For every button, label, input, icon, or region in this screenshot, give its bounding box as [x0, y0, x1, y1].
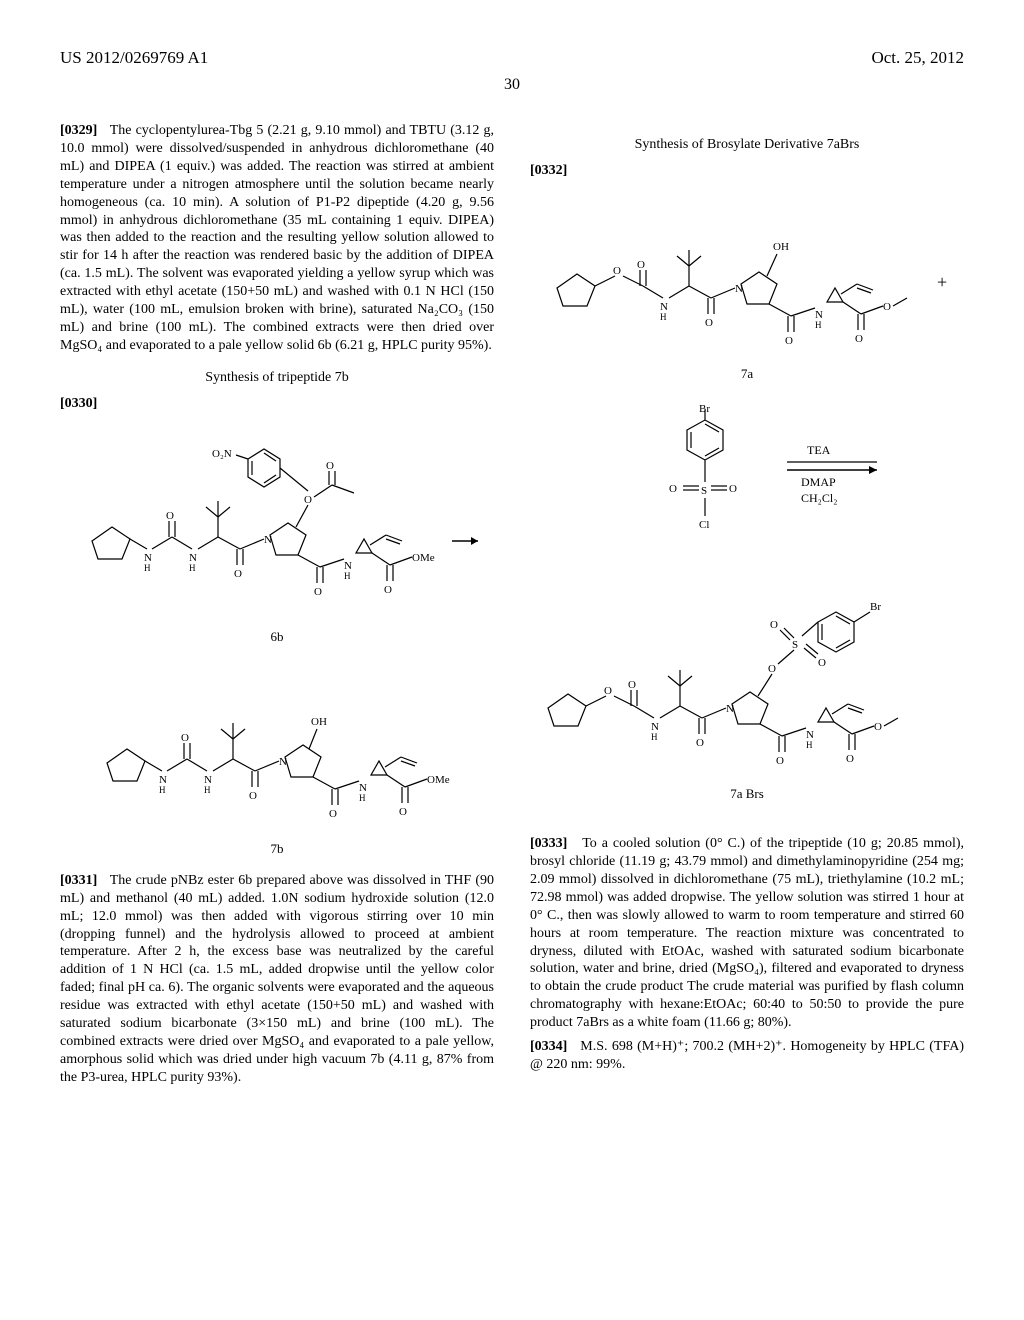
- label-7aBrs: 7a Brs: [530, 786, 964, 803]
- svg-text:O: O: [846, 753, 854, 765]
- para-text: To a cooled solution (0° C.) of the trip…: [530, 836, 964, 1030]
- svg-text:O: O: [855, 333, 863, 345]
- page-number: 30: [60, 76, 964, 94]
- label-6b: 6b: [60, 629, 494, 646]
- para-num: [0330]: [60, 396, 97, 411]
- paragraph-0331: [0331] The crude pNBz ester 6b prepared …: [60, 872, 494, 1087]
- brosyl-chloride-reagents: Br S O O Cl: [530, 390, 964, 560]
- svg-text:O: O: [785, 335, 793, 347]
- svg-text:H: H: [651, 732, 658, 742]
- paragraph-0330: [0330]: [60, 395, 494, 413]
- right-column: Synthesis of Brosylate Derivative 7aBrs …: [530, 122, 964, 1093]
- paragraph-0334: [0334] M.S. 698 (M+H)⁺; 700.2 (MH+2)⁺. H…: [530, 1038, 964, 1074]
- svg-text:H: H: [359, 793, 366, 803]
- svg-text:H: H: [815, 320, 822, 330]
- paragraph-0332: [0332]: [530, 162, 964, 180]
- para-text: The cyclopentylurea-Tbg 5 (2.21 g, 9.10 …: [60, 123, 494, 353]
- label-7a: 7a: [530, 366, 964, 383]
- reagent-dcm: CH₂Cl₂: [801, 491, 837, 505]
- chem-structure-7aBrs-svg: O O N H: [532, 568, 962, 778]
- chem-structure-7a-svg: O O N H: [537, 188, 957, 358]
- svg-text:H: H: [344, 571, 351, 581]
- svg-text:O: O: [637, 259, 645, 271]
- structure-7a: O O N H: [530, 188, 964, 358]
- svg-text:O: O: [604, 685, 612, 697]
- para-num: [0331]: [60, 873, 97, 888]
- paragraph-0333: [0333] To a cooled solution (0° C.) of t…: [530, 835, 964, 1032]
- svg-text:OH: OH: [773, 241, 789, 253]
- chem-structure-6b-svg: N H O N H: [72, 421, 482, 621]
- svg-text:O: O: [874, 721, 882, 733]
- patent-page: US 2012/0269769 A1 Oct. 25, 2012 30 [032…: [0, 0, 1024, 1320]
- svg-text:O: O: [234, 568, 242, 580]
- plus-sign: +: [937, 272, 947, 292]
- svg-text:O₂N: O₂N: [212, 448, 232, 460]
- reagent-dmap: DMAP: [801, 475, 836, 489]
- svg-text:O: O: [628, 679, 636, 691]
- heading-tripeptide-7b: Synthesis of tripeptide 7b: [60, 369, 494, 387]
- svg-text:H: H: [806, 740, 813, 750]
- svg-text:Cl: Cl: [699, 519, 709, 531]
- para-num: [0334]: [530, 1039, 567, 1054]
- svg-text:H: H: [144, 563, 151, 573]
- structure-7aBrs: O O N H: [530, 568, 964, 778]
- para-num: [0332]: [530, 163, 567, 178]
- svg-text:O: O: [883, 301, 891, 313]
- svg-text:O: O: [669, 483, 677, 495]
- svg-text:OH: OH: [311, 716, 327, 728]
- publication-number: US 2012/0269769 A1: [60, 48, 208, 68]
- label-7b: 7b: [60, 841, 494, 858]
- svg-text:Br: Br: [870, 601, 881, 613]
- para-text: M.S. 698 (M+H)⁺; 700.2 (MH+2)⁺. Homogene…: [530, 1039, 964, 1072]
- svg-text:OMe: OMe: [412, 552, 435, 564]
- svg-text:H: H: [159, 785, 166, 795]
- structure-7b: N H O N H: [60, 653, 494, 833]
- svg-text:H: H: [660, 312, 667, 322]
- heading-brosylate: Synthesis of Brosylate Derivative 7aBrs: [530, 136, 964, 154]
- svg-text:O: O: [249, 790, 257, 802]
- svg-text:O: O: [770, 619, 778, 631]
- svg-text:O: O: [399, 806, 407, 818]
- two-column-layout: [0329] The cyclopentylurea-Tbg 5 (2.21 g…: [60, 122, 964, 1093]
- svg-text:O: O: [613, 265, 621, 277]
- svg-text:O: O: [705, 317, 713, 329]
- svg-text:O: O: [304, 494, 312, 506]
- chem-structure-7b-svg: N H O N H: [87, 653, 467, 833]
- svg-text:OMe: OMe: [427, 774, 450, 786]
- svg-text:O: O: [329, 808, 337, 820]
- structure-6b: N H O N H: [60, 421, 494, 621]
- svg-text:O: O: [776, 755, 784, 767]
- para-num: [0329]: [60, 123, 97, 138]
- svg-text:O: O: [181, 732, 189, 744]
- svg-text:O: O: [166, 510, 174, 522]
- page-header: US 2012/0269769 A1 Oct. 25, 2012: [60, 48, 964, 68]
- para-text: The crude pNBz ester 6b prepared above w…: [60, 873, 494, 1085]
- left-column: [0329] The cyclopentylurea-Tbg 5 (2.21 g…: [60, 122, 494, 1093]
- svg-text:O: O: [326, 460, 334, 472]
- svg-text:O: O: [696, 737, 704, 749]
- svg-text:O: O: [818, 657, 826, 669]
- brosyl-chloride-svg: Br S O O Cl: [587, 390, 907, 560]
- paragraph-0329: [0329] The cyclopentylurea-Tbg 5 (2.21 g…: [60, 122, 494, 355]
- svg-text:O: O: [768, 663, 776, 675]
- publication-date: Oct. 25, 2012: [871, 48, 964, 68]
- svg-text:H: H: [189, 563, 196, 573]
- svg-text:S: S: [792, 639, 798, 651]
- svg-text:O: O: [384, 584, 392, 596]
- svg-text:S: S: [701, 485, 707, 497]
- svg-text:O: O: [314, 586, 322, 598]
- svg-text:O: O: [729, 483, 737, 495]
- reagent-tea: TEA: [807, 443, 831, 457]
- para-num: [0333]: [530, 836, 567, 851]
- svg-text:H: H: [204, 785, 211, 795]
